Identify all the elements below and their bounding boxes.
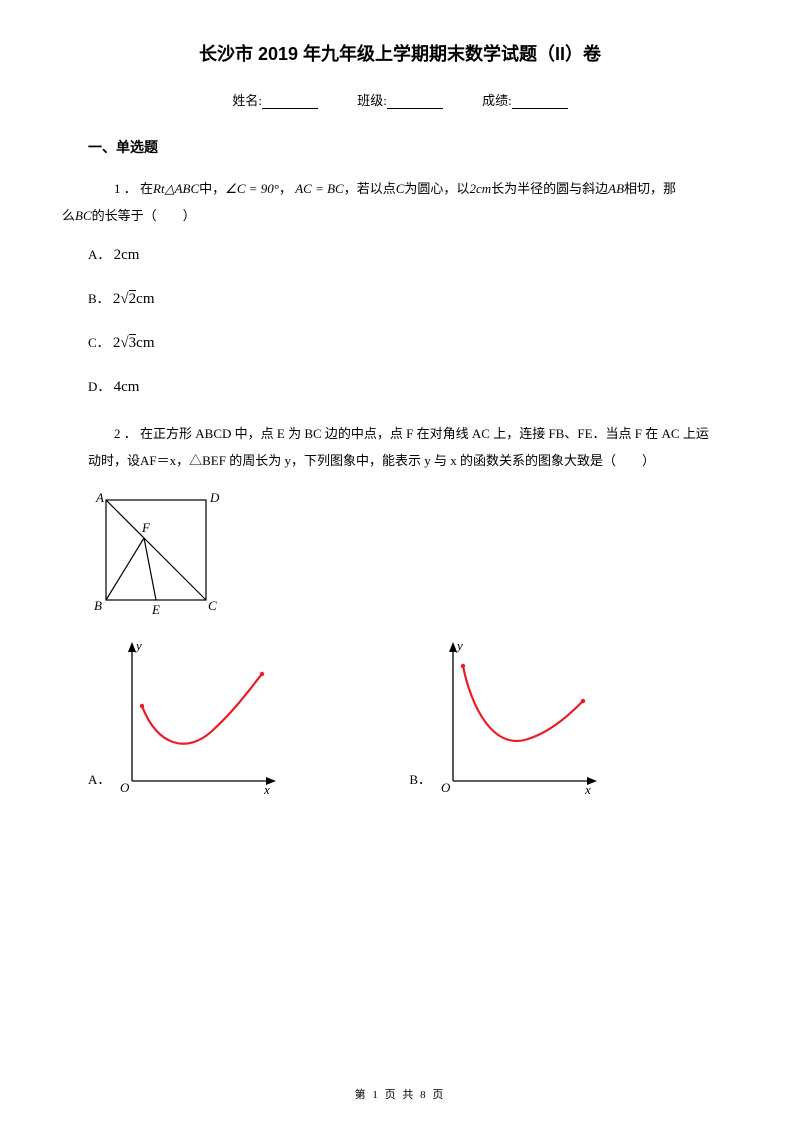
class-field[interactable] (387, 94, 443, 109)
class-label: 班级: (357, 93, 387, 108)
q2-option-a: A． O y x (88, 636, 277, 796)
q2-num: 2 ． (114, 426, 137, 441)
name-field[interactable] (262, 94, 318, 109)
q1-choice-c: C． 2√3cm (88, 332, 712, 352)
svg-text:B: B (94, 598, 102, 613)
info-line: 姓名: 班级: 成绩: (88, 90, 712, 109)
svg-text:O: O (120, 780, 130, 795)
q1-rt: Rt (153, 181, 165, 196)
svg-text:E: E (151, 602, 160, 617)
svg-text:D: D (209, 490, 220, 505)
page-title: 长沙市 2019 年九年级上学期期末数学试题（II）卷 (88, 40, 712, 66)
q2-square-diagram: A D B C E F (88, 488, 712, 618)
svg-text:O: O (441, 780, 451, 795)
q2-curve-options: A． O y x B． O y (88, 636, 712, 796)
q1-choice-b: B． 2√2cm (88, 288, 712, 308)
q2-option-b: B． O y x (409, 636, 598, 796)
svg-text:y: y (455, 638, 463, 653)
question-1: 1 ． 在Rt△ABC中，∠C = 90°， AC = BC，若以点C为圆心，以… (88, 175, 712, 230)
page-footer: 第 1 页 共 8 页 (0, 1086, 800, 1102)
name-label: 姓名: (232, 93, 262, 108)
curve-chart-a: O y x (112, 636, 277, 796)
score-label: 成绩: (482, 93, 512, 108)
svg-text:x: x (263, 782, 270, 796)
q1-choice-d: D． 4cm (88, 376, 712, 396)
question-2: 2 ． 在正方形 ABCD 中，点 E 为 BC 边的中点，点 F 在对角线 A… (88, 420, 712, 475)
section-heading: 一、单选题 (88, 137, 712, 157)
q1-choice-a: A． 2cm (88, 244, 712, 264)
svg-text:A: A (95, 490, 104, 505)
svg-text:y: y (134, 638, 142, 653)
curve-chart-b: O y x (433, 636, 598, 796)
q1-num: 1 ． (114, 181, 137, 196)
score-field[interactable] (512, 94, 568, 109)
svg-text:C: C (208, 598, 217, 613)
svg-text:x: x (584, 782, 591, 796)
svg-text:F: F (141, 520, 151, 535)
